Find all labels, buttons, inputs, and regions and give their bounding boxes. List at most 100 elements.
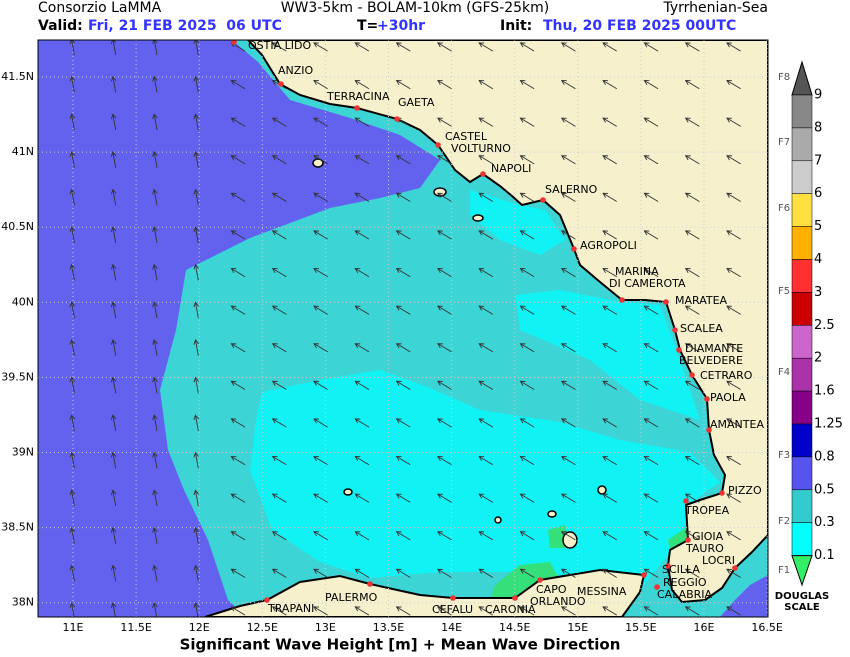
arrow — [69, 451, 76, 469]
lon-label: 15.5E — [625, 621, 656, 634]
place-label: SCILLA — [662, 563, 700, 576]
scale-label: 3 — [814, 285, 822, 300]
init-label: Init: — [500, 18, 532, 34]
scale-label: 0.3 — [814, 515, 835, 530]
arrow — [684, 343, 700, 353]
arrow — [519, 79, 535, 90]
lon-label: 11.5E — [120, 621, 151, 634]
arrow — [643, 155, 659, 165]
arrow — [602, 455, 617, 466]
place-dot — [704, 396, 710, 402]
arrow — [152, 451, 158, 469]
scale-top — [791, 60, 813, 96]
arrow — [726, 305, 741, 315]
arrow — [478, 493, 494, 503]
place-dot — [672, 327, 678, 333]
arrow — [602, 42, 617, 52]
place-label: CALABRIA — [657, 588, 713, 601]
arrow — [437, 380, 452, 390]
arrow — [478, 42, 494, 52]
arrow — [152, 151, 158, 168]
arrow — [110, 451, 117, 469]
arrow — [271, 380, 287, 390]
t: +30hr — [377, 18, 425, 34]
arrow — [110, 414, 117, 431]
arrow — [643, 343, 659, 353]
arrow — [602, 606, 617, 616]
arrow — [684, 568, 700, 578]
arrow — [684, 79, 700, 90]
scale-label: 2.5 — [814, 318, 835, 333]
scale-label: 9 — [814, 88, 822, 103]
arrow — [726, 42, 741, 52]
arrow — [110, 263, 117, 281]
arrow — [313, 155, 328, 165]
arrow — [110, 339, 117, 356]
scale-label: 0.5 — [814, 482, 835, 497]
arrow — [230, 192, 246, 202]
arrow — [478, 117, 494, 127]
arrow — [313, 606, 328, 616]
arrow — [684, 267, 700, 278]
arrow — [69, 226, 76, 243]
arrow — [437, 568, 452, 578]
arrow — [437, 230, 452, 240]
scale-title: DOUGLAS — [775, 591, 829, 602]
arrow — [230, 230, 246, 240]
arrow — [152, 376, 158, 394]
arrow — [478, 455, 494, 466]
arrow — [560, 192, 576, 202]
arrow — [437, 418, 452, 428]
arrow — [643, 568, 659, 578]
scale-label: 6 — [814, 186, 822, 201]
arrow — [684, 606, 700, 616]
place-label: TRAPANI — [267, 602, 314, 615]
place-label: GAETA — [398, 96, 435, 109]
islands — [312, 158, 607, 549]
place-dot — [689, 372, 695, 378]
arrow — [519, 343, 535, 353]
arrow — [354, 531, 370, 541]
arrow — [643, 42, 659, 52]
arrow — [602, 192, 617, 202]
arrow — [152, 113, 158, 131]
arrow — [726, 606, 741, 616]
scale-bottom — [791, 555, 813, 587]
lon-label: 13E — [315, 621, 336, 634]
arrow — [602, 117, 617, 127]
arrow — [313, 418, 328, 428]
arrow — [602, 568, 617, 578]
place-dot — [732, 565, 738, 571]
place-label: PAOLA — [710, 391, 746, 404]
arrow — [519, 305, 535, 315]
lon-label: 11E — [63, 621, 84, 634]
arrow — [519, 455, 535, 466]
arrow — [271, 192, 287, 202]
place-dot — [278, 81, 284, 87]
arrow — [110, 376, 117, 394]
scale-title: SCALE — [784, 602, 820, 613]
arrow — [271, 568, 287, 578]
arrow — [643, 418, 659, 428]
scale-band — [791, 357, 813, 392]
arrow — [193, 75, 199, 93]
arrow — [478, 418, 494, 428]
arrow — [437, 455, 452, 466]
arrow — [110, 489, 117, 507]
place-label: LOCRI — [702, 554, 735, 567]
arrow — [726, 455, 741, 466]
arrow — [726, 117, 741, 127]
arrow — [684, 455, 700, 466]
scale-band — [791, 489, 813, 523]
arrow — [519, 418, 535, 428]
arrow — [110, 188, 117, 206]
arrow — [69, 602, 76, 617]
arrow — [437, 267, 452, 278]
arrow — [193, 113, 199, 131]
arrow — [354, 380, 370, 390]
arrow — [643, 267, 659, 278]
scale-label: 1.25 — [814, 417, 843, 432]
arrow — [193, 451, 199, 469]
arrow — [193, 489, 199, 507]
valid-label: Valid: — [38, 18, 83, 34]
